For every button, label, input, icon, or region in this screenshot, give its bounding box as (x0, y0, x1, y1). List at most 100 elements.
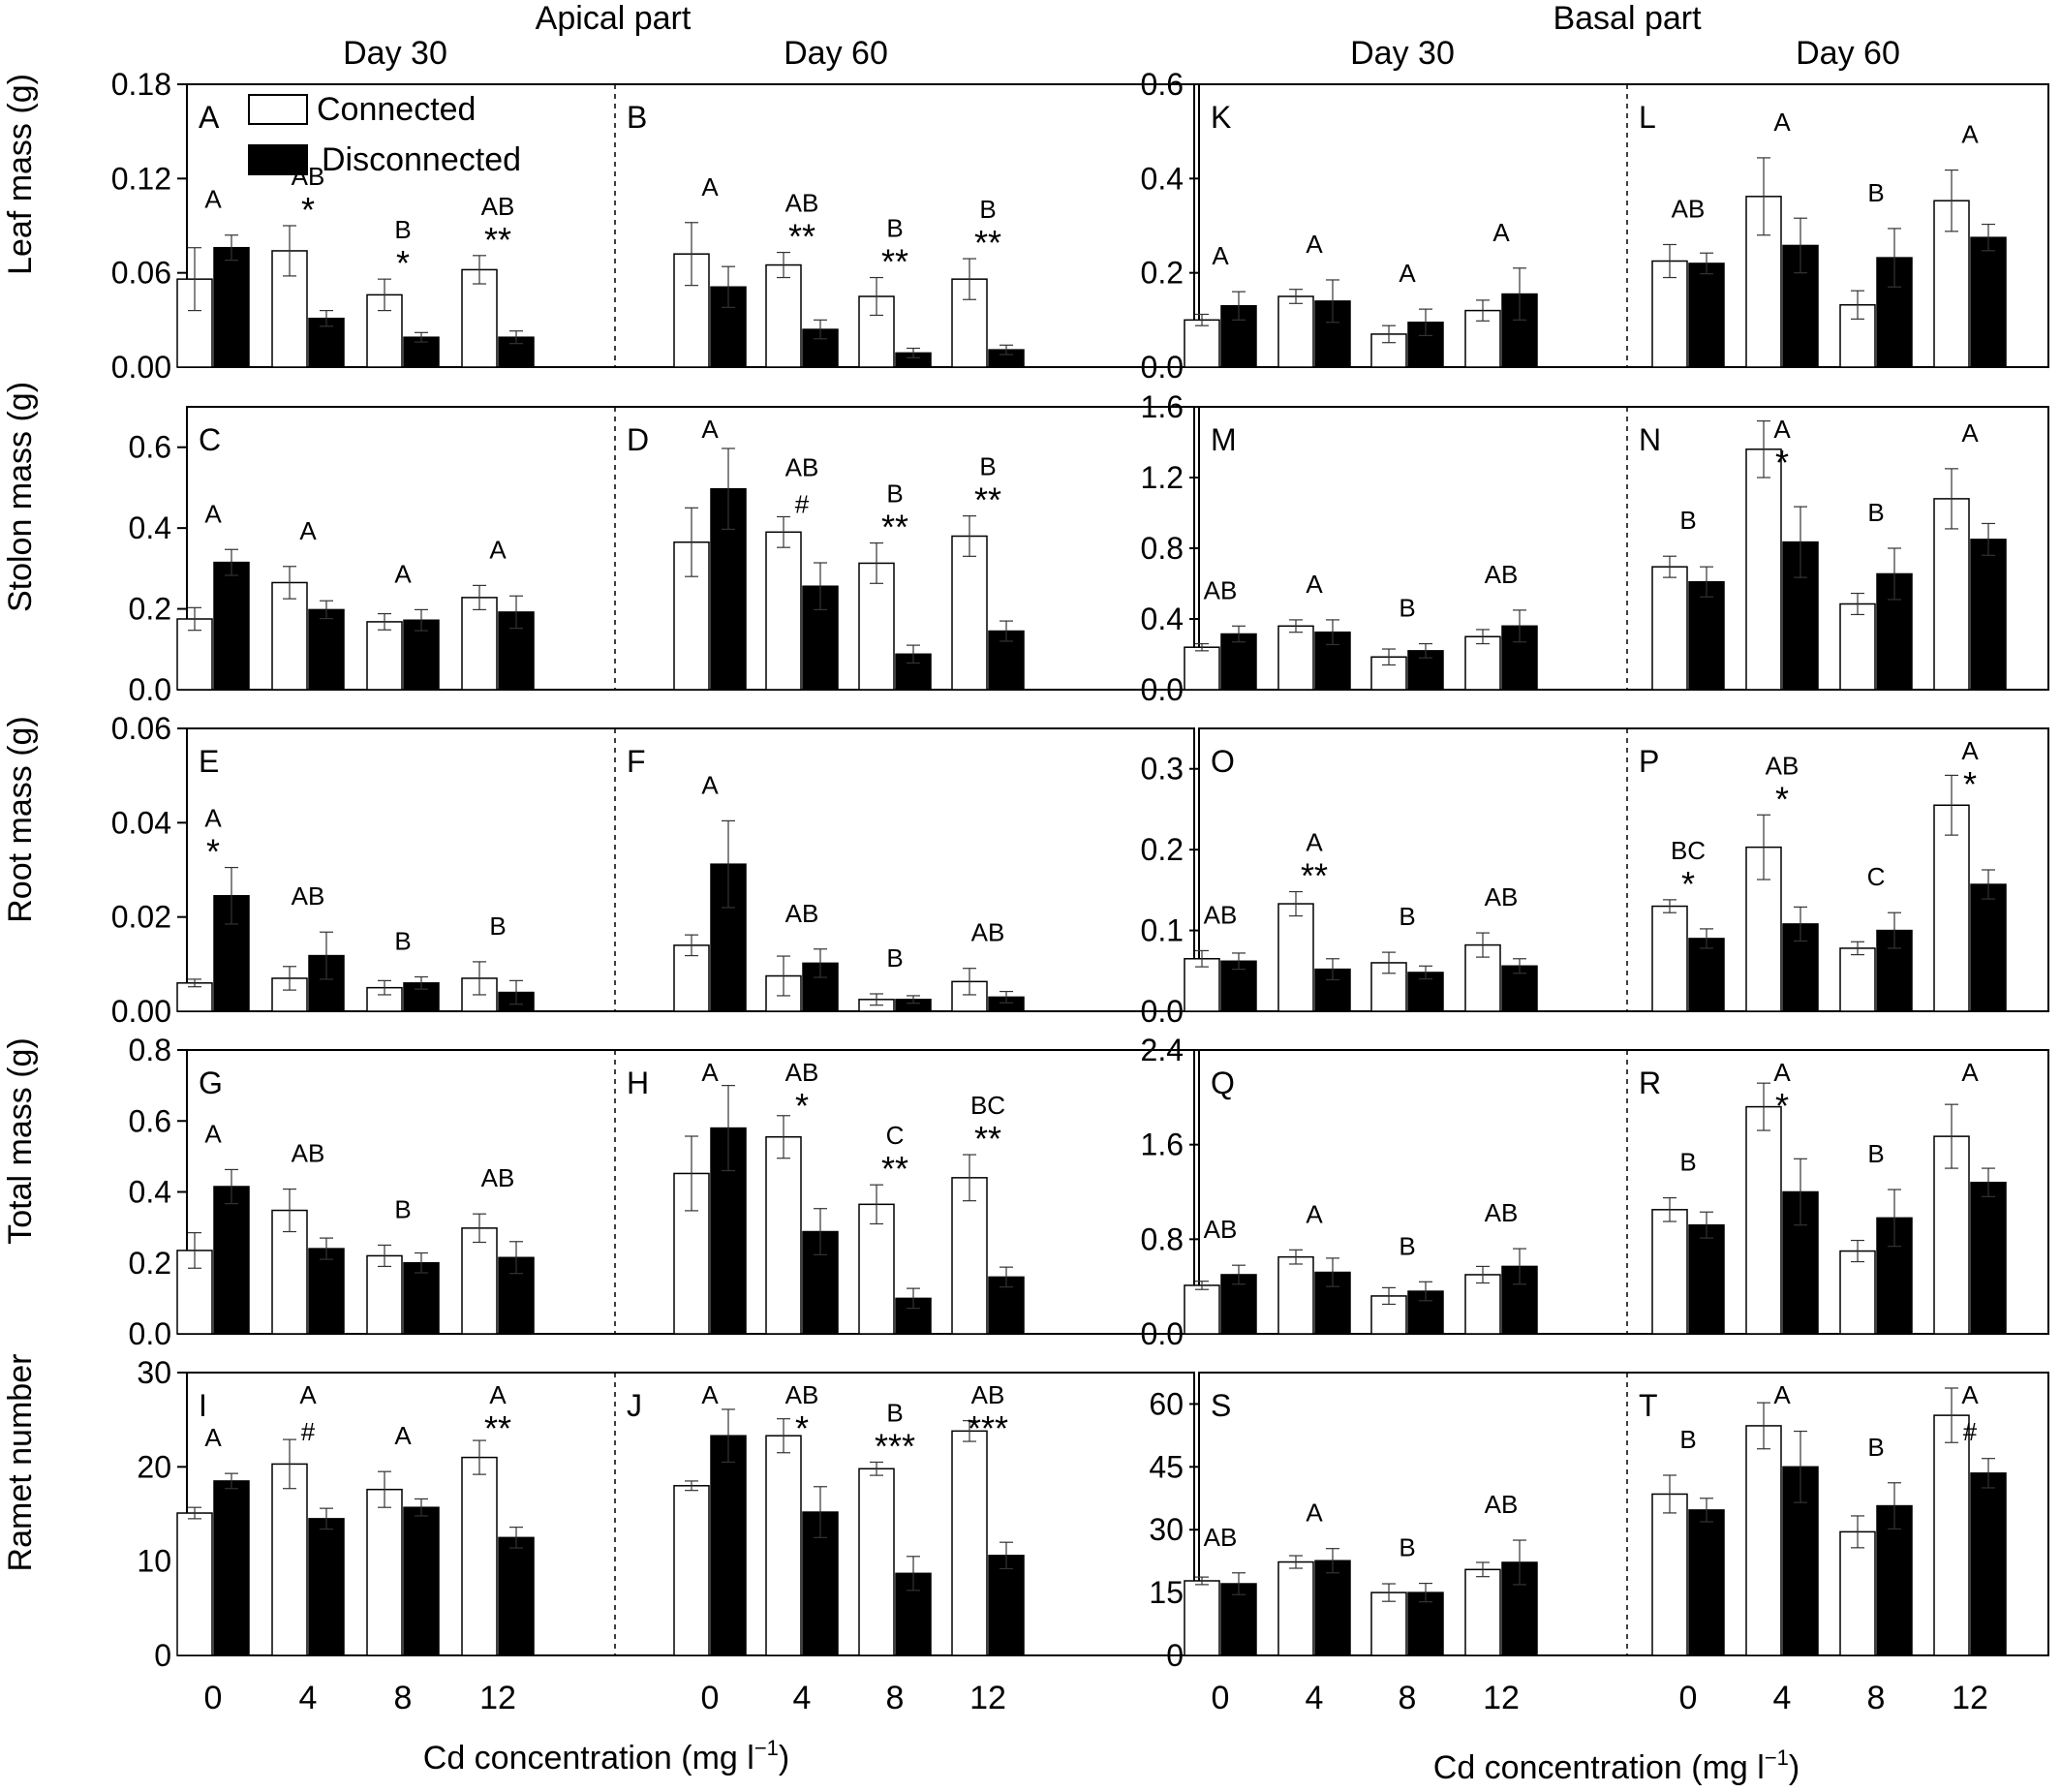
group-letter: A (1961, 736, 1979, 765)
panel-label: Q (1211, 1066, 1235, 1100)
group-letter: A (1212, 241, 1229, 270)
panel-label: G (199, 1066, 223, 1100)
group-letter: B (979, 452, 996, 481)
group-letter: A (204, 185, 222, 214)
group-letter: C (1867, 862, 1886, 891)
panel-frame (1198, 1372, 2049, 1656)
significance-mark: * (206, 832, 220, 872)
group-letter: A (299, 516, 317, 545)
x-tick-label: 12 (479, 1680, 516, 1716)
ylabel-ramet-number: Ramet number (2, 1354, 39, 1572)
group-letter: B (886, 479, 903, 509)
bar-connected (951, 535, 988, 691)
group-letter: A (489, 1380, 507, 1409)
y-tick-label: 15 (1149, 1575, 1184, 1610)
y-tick-label: 20 (137, 1449, 171, 1484)
bar-connected (1933, 804, 1970, 1012)
group-letter: A (1961, 120, 1979, 149)
bar-disconnected (1970, 1472, 2007, 1656)
bar-disconnected (1688, 1223, 1725, 1335)
basal-day60-label: Day 60 (1796, 35, 1900, 72)
bar-disconnected (710, 1435, 747, 1656)
group-letter: A (204, 804, 222, 833)
group-letter: A (299, 1380, 317, 1409)
group-letter: A (1773, 415, 1791, 444)
bar-connected (765, 263, 802, 368)
group-letter: A (1306, 230, 1323, 259)
bar-connected (1651, 1493, 1688, 1656)
significance-mark: *** (875, 1426, 915, 1466)
x-tick-label: 4 (299, 1680, 318, 1716)
group-letter: A (701, 1058, 719, 1087)
panel-label: O (1211, 744, 1235, 779)
panel-label: D (627, 422, 649, 457)
x-tick-label: 0 (701, 1680, 720, 1716)
panel-label: A (199, 100, 220, 135)
bar-disconnected (498, 1536, 535, 1656)
group-letter: AB (785, 899, 819, 928)
significance-mark: * (1681, 864, 1695, 904)
group-letter: A (1961, 1380, 1979, 1409)
bar-connected (271, 1463, 308, 1656)
significance-mark: * (396, 243, 410, 283)
bar-connected (1277, 1560, 1314, 1656)
group-letter: AB (785, 189, 819, 218)
bar-disconnected (1314, 1560, 1351, 1656)
group-letter: A (1306, 570, 1323, 599)
group-letter: AB (971, 918, 1005, 947)
y-tick-label: 0.2 (129, 1246, 171, 1281)
group-letter: BC (1671, 836, 1706, 865)
panel-frame (1198, 727, 2049, 1012)
significance-mark: # (301, 1417, 316, 1446)
y-tick-label: 0.4 (1141, 161, 1184, 196)
significance-mark: ** (881, 1149, 908, 1189)
y-tick-label: 1.6 (1141, 1128, 1184, 1162)
bar-connected (765, 531, 802, 691)
bar-connected (673, 944, 710, 1012)
y-tick-label: 0.3 (1141, 752, 1184, 787)
group-letter: B (489, 911, 506, 941)
group-letter: B (1867, 1139, 1884, 1168)
bar-connected (366, 1254, 403, 1335)
bar-disconnected (403, 1506, 440, 1656)
bar-connected (1933, 1135, 1970, 1335)
group-letter: AB (292, 881, 325, 911)
bar-connected (1464, 1274, 1501, 1335)
group-letter: A (1961, 418, 1979, 448)
group-letter: A (204, 499, 222, 528)
group-letter: B (1399, 1231, 1415, 1260)
y-tick-label: 0.2 (1141, 256, 1184, 291)
significance-mark: ** (974, 223, 1001, 263)
significance-mark: ** (974, 480, 1001, 520)
group-letter: B (886, 943, 903, 973)
group-letter: AB (1485, 882, 1519, 911)
bar-connected (673, 1485, 710, 1656)
bar-connected (1277, 1255, 1314, 1335)
bar-connected (461, 268, 498, 368)
x-tick-label: 4 (793, 1680, 812, 1716)
x-tick-label: 4 (1773, 1680, 1792, 1716)
group-letter: A (394, 559, 412, 588)
group-letter: B (394, 1194, 411, 1223)
bar-disconnected (895, 653, 932, 691)
group-letter: AB (1766, 751, 1800, 780)
bar-connected (1184, 646, 1220, 691)
y-tick-label: 0.04 (111, 805, 171, 840)
figure-headers: Apical part Basal part Day 30 Day 60 Day… (343, 0, 1900, 72)
x-tick-label: 4 (1306, 1680, 1324, 1716)
bar-connected (765, 1135, 802, 1335)
group-letter: AB (481, 1163, 515, 1192)
group-letter: B (1867, 178, 1884, 207)
group-letter: A (489, 535, 507, 564)
significance-mark: * (1775, 1086, 1789, 1126)
header-apical: Apical part (536, 0, 692, 37)
ylabel-leaf-mass: Leaf mass (g) (2, 74, 39, 275)
significance-mark: ** (881, 508, 908, 547)
group-letter: AB (292, 162, 325, 191)
bar-connected (1277, 903, 1314, 1012)
panel-label: E (199, 744, 219, 779)
bar-disconnected (308, 1518, 345, 1656)
bar-disconnected (1220, 1583, 1257, 1656)
bar-disconnected (1970, 1181, 2007, 1335)
